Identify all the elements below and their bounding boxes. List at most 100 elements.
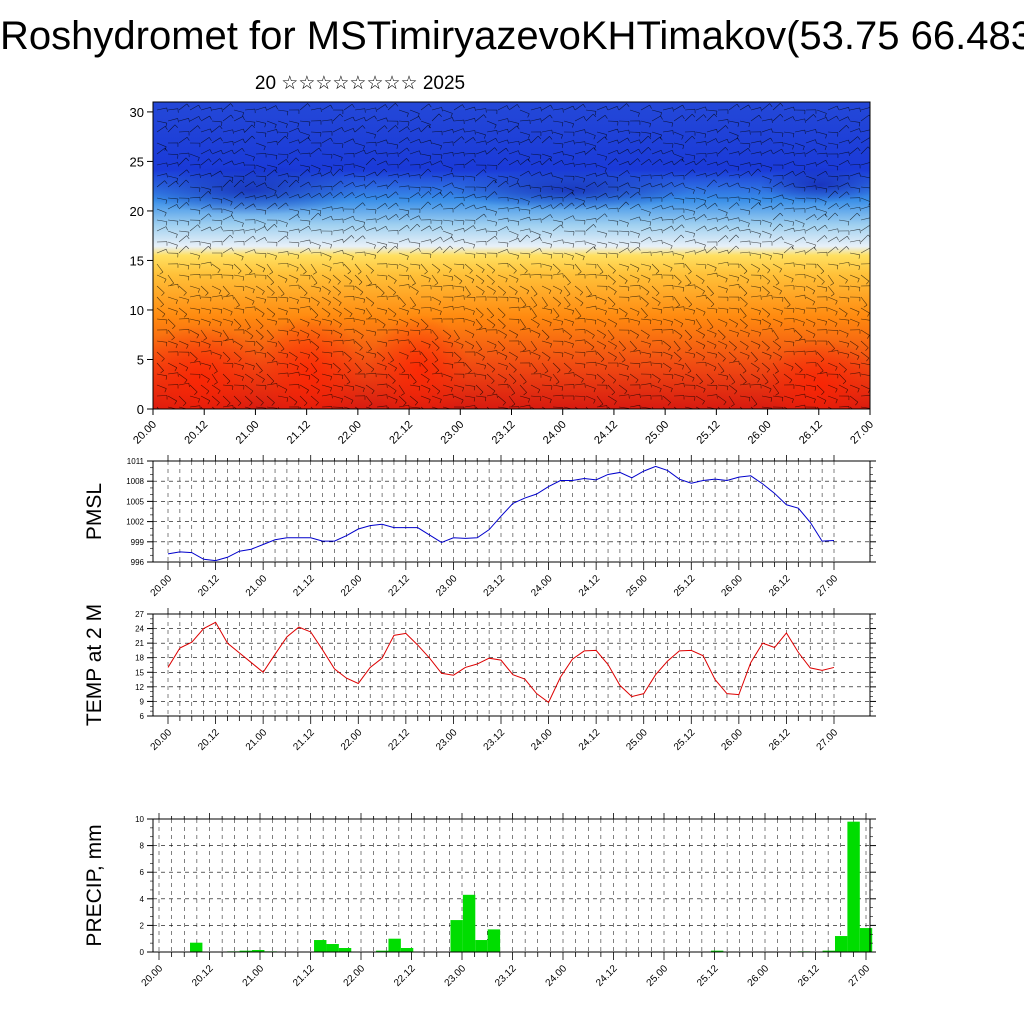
wind-barb [376, 307, 387, 311]
wind-barb [585, 218, 596, 221]
wind-barb-flag [736, 202, 740, 206]
wind-barb [673, 351, 682, 359]
wind-barb-flag [485, 150, 487, 155]
wind-barb [486, 406, 490, 409]
wind-barb [739, 197, 750, 200]
wind-barb [442, 285, 454, 287]
wind-barb-flag [549, 377, 552, 382]
wind-barb [783, 307, 794, 310]
wind-barb [629, 203, 639, 210]
wind-barb [838, 318, 849, 321]
wind-barb [794, 338, 805, 342]
wind-barb-flag [593, 147, 597, 151]
wind-barb [332, 307, 342, 314]
wind-barb-flag [649, 354, 652, 359]
wind-barb [574, 116, 584, 122]
wind-barb [343, 181, 353, 188]
wind-barb [838, 246, 847, 254]
wind-barb-flag [287, 232, 289, 237]
wind-barb [277, 384, 288, 390]
wind-barb [717, 208, 728, 213]
wind-barb-flag [352, 116, 355, 121]
wind-barb [376, 285, 385, 294]
wind-barb-flag [175, 311, 178, 316]
wind-barb [508, 252, 519, 256]
wind-barb [816, 170, 826, 177]
wind-barb [178, 179, 187, 188]
wind-barb [596, 373, 605, 381]
wind-barb-flag [295, 179, 300, 184]
wind-barb-flag [649, 221, 652, 226]
wind-barb-flag [682, 145, 685, 150]
wind-barb [409, 373, 417, 382]
wind-barb [750, 285, 761, 288]
wind-barb-flag [836, 105, 839, 110]
wind-barb [178, 382, 189, 386]
wind-barb [310, 185, 321, 188]
wind-barb [255, 373, 265, 380]
wind-barb-flag [769, 355, 772, 360]
wind-barb [486, 350, 497, 353]
wind-barb [387, 245, 396, 254]
wind-barb-flag [164, 212, 167, 217]
wind-barb-flag [327, 313, 331, 318]
wind-barb-flag [726, 160, 729, 165]
wind-barb [827, 285, 835, 295]
wind-barb-flag [423, 359, 428, 363]
wind-barb-flag [550, 214, 553, 219]
wind-barb-flag [462, 387, 464, 392]
wind-barb [343, 307, 353, 314]
wind-barb [552, 285, 563, 291]
wind-barb [321, 119, 332, 122]
wind-barb-flag [362, 235, 366, 240]
wind-barb [761, 137, 771, 144]
wind-barb [541, 384, 552, 387]
wind-barb-flag [616, 221, 619, 226]
wind-barb-flag [550, 254, 553, 259]
wind-barb [398, 373, 409, 376]
wind-barb [783, 197, 794, 201]
wind-barb [398, 238, 409, 243]
wind-barb [376, 215, 387, 221]
wind-barb-flag [725, 322, 728, 327]
wind-barb-flag [826, 117, 828, 122]
wind-barb [827, 395, 838, 400]
wind-barb-flag [538, 412, 540, 415]
wind-barb [684, 169, 693, 177]
wind-barb-flag [605, 156, 607, 161]
wind-barb-flag [285, 235, 289, 240]
wind-barb [277, 274, 288, 280]
wind-barb-flag [804, 338, 806, 344]
wind-barb-flag [298, 194, 300, 199]
wind-barb-flag [264, 353, 267, 358]
wind-barb [618, 161, 629, 166]
wind-barb [420, 124, 429, 133]
wind-barb [475, 384, 484, 393]
wind-barb [618, 103, 627, 111]
wind-barb [585, 246, 594, 254]
wind-barb-flag [220, 137, 223, 142]
wind-barb-flag [407, 137, 410, 142]
wind-barb-flag [786, 304, 791, 308]
wind-barb-flag [757, 268, 760, 273]
wind-barb [717, 169, 726, 177]
wind-barb [321, 192, 331, 199]
wind-barb [728, 340, 737, 348]
wind-barb-flag [342, 250, 344, 255]
wind-barb-flag [485, 206, 487, 211]
wind-barb-flag [688, 304, 692, 308]
wind-barb-flag [749, 229, 751, 234]
wind-barb [596, 192, 606, 199]
wind-barb [772, 202, 782, 210]
x-tick-label: 21.00 [244, 727, 270, 753]
wind-barb-flag [742, 370, 747, 374]
wind-barb-flag [230, 201, 233, 206]
wind-barb-flag [522, 304, 527, 308]
wind-barb-flag [714, 246, 718, 250]
wind-barb-flag [639, 393, 641, 399]
wind-barb-flag [426, 379, 430, 383]
wind-barb-flag [265, 195, 267, 200]
wind-barb-flag [540, 107, 542, 112]
wind-barb [299, 164, 310, 168]
wind-barb [332, 285, 341, 293]
